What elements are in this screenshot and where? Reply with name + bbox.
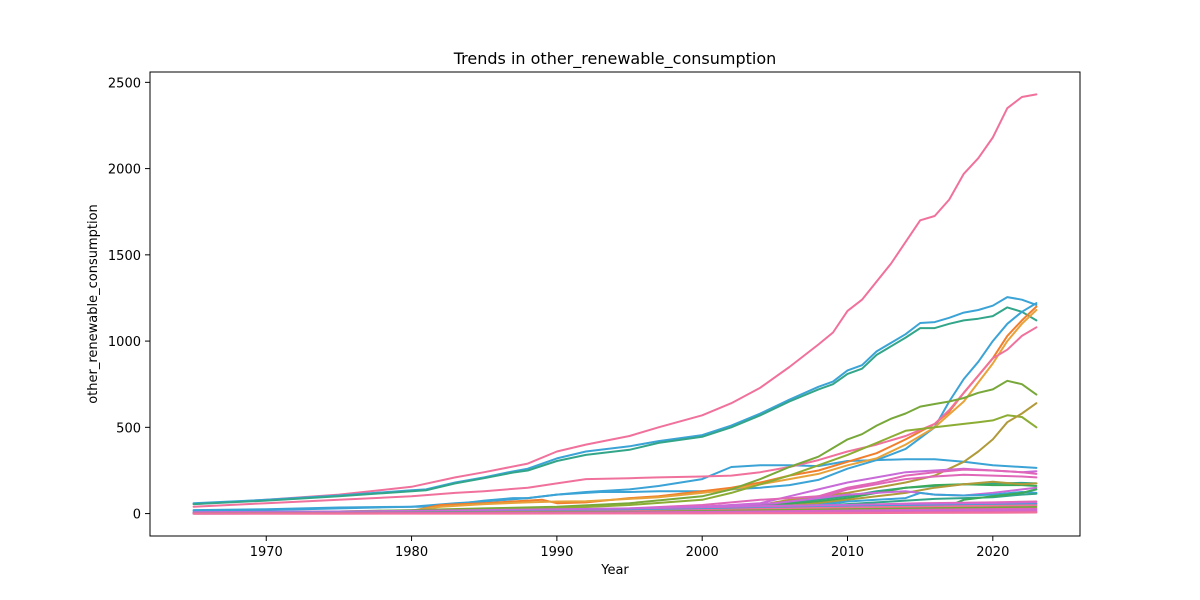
x-tick-label: 1970: [250, 545, 283, 560]
series-line-7: [192, 309, 1038, 514]
series-line-8: [192, 326, 1038, 508]
y-tick-label: 1500: [108, 249, 141, 264]
series-line-30: [192, 511, 1038, 515]
x-tick-label: 2000: [686, 545, 719, 560]
y-tick-label: 2500: [108, 76, 141, 91]
series-layer: [192, 93, 1038, 515]
x-axis-title: Year: [600, 563, 629, 578]
x-tick-label: 2010: [831, 545, 864, 560]
y-tick-label: 2000: [108, 163, 141, 178]
y-tick-label: 1000: [108, 335, 141, 350]
series-line-23: [192, 502, 1038, 514]
series-line-9: [192, 379, 1038, 514]
y-tick-label: 500: [116, 421, 141, 436]
y-tick-label: 0: [133, 508, 141, 523]
x-tick-label: 2020: [976, 545, 1009, 560]
x-tick-label: 1980: [395, 545, 428, 560]
series-line-1: [192, 93, 1038, 506]
series-line-3: [192, 306, 1038, 506]
x-axis: 1970 1980 1990 2000 2010 2020: [250, 536, 1009, 560]
y-axis-title: other_renewable_consumption: [86, 204, 101, 404]
y-axis: 0 500 1000 1500 2000 2500: [108, 76, 150, 523]
x-tick-label: 1990: [540, 545, 573, 560]
chart-title: Trends in other_renewable_consumption: [453, 49, 777, 69]
plot-frame: [149, 71, 1081, 537]
